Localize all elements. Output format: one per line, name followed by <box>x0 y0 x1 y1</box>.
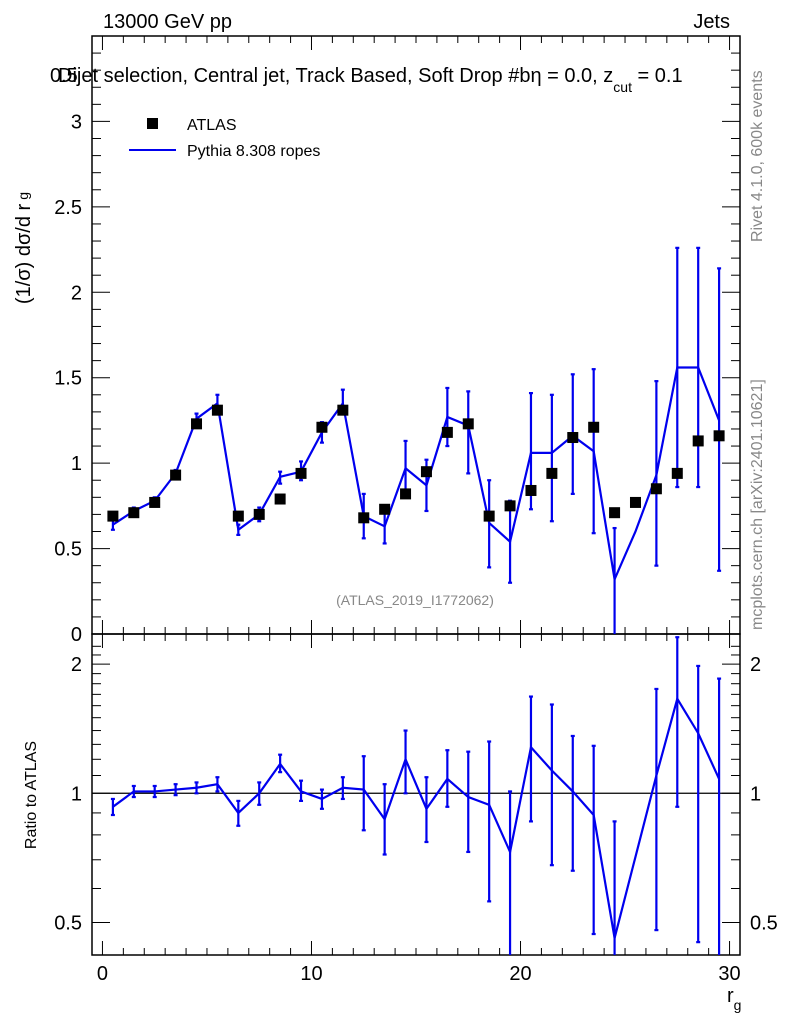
x-tick-label: 10 <box>300 963 322 985</box>
atlas-data-point <box>379 503 391 515</box>
atlas-data-point <box>420 466 432 478</box>
xlabel: rg <box>727 985 741 1013</box>
atlas-data-point <box>232 510 244 522</box>
main-y-tick-label: 3 <box>71 111 82 133</box>
main-plot-marks <box>107 246 725 634</box>
atlas-data-point <box>692 435 704 447</box>
atlas-data-point <box>107 510 119 522</box>
x-tick-label: 30 <box>718 963 740 985</box>
atlas-data-point <box>149 496 161 508</box>
ratio-y-tick-label-right: 0.5 <box>750 912 778 934</box>
ratio-y-tick-label: 1 <box>71 783 82 805</box>
mc-line <box>112 366 721 584</box>
atlas-data-point <box>525 484 537 496</box>
atlas-data-point <box>274 493 286 505</box>
atlas-data-point <box>671 467 683 479</box>
tick-labels: 0 10 20 30 0 0.5 1 1.5 2 2.5 3 0.5 0.5 1 1 2 2 <box>54 111 778 985</box>
plot-title-end: = 0.1 <box>632 65 683 87</box>
mcplots-label: mcplots.cern.ch [arXiv:2401.10621] <box>749 379 766 630</box>
ratio-y-tick-label: 0.5 <box>54 912 82 934</box>
plot-title-main: Dijet selection, Central jet, Track Base… <box>58 65 530 87</box>
main-y-tick-label: 1 <box>71 453 82 475</box>
main-y-tick-label: 2.5 <box>54 197 82 219</box>
x-tick-label: 20 <box>509 963 531 985</box>
atlas-data-point <box>713 430 725 442</box>
atlas-data-point <box>650 483 662 495</box>
plot-title-sub: cut <box>613 79 632 95</box>
main-ylabel-text: (1/σ) dσ/d r <box>13 203 35 304</box>
atlas-data-point <box>128 507 140 519</box>
atlas-data-point <box>170 469 182 481</box>
plot-title-tail: η = 0.0, z <box>530 65 613 87</box>
atlas-data-point <box>441 426 453 438</box>
legend-atlas-label: ATLAS <box>187 117 237 134</box>
rivet-label: Rivet 4.1.0, 600k events <box>749 70 766 242</box>
atlas-data-point <box>462 418 474 430</box>
main-y-tick-label: 0 <box>71 624 82 646</box>
ratio-plot-frame <box>91 633 741 956</box>
ratio-line <box>112 696 721 939</box>
ratio-y-tick-label-right: 1 <box>750 783 761 805</box>
ratio-y-tick-label: 2 <box>71 654 82 676</box>
atlas-data-point <box>191 418 203 430</box>
atlas-data-point <box>211 404 223 416</box>
plot-title: Dijet selection, Central jet, Track Base… <box>58 65 683 95</box>
main-y-tick-label: 1.5 <box>54 368 82 390</box>
atlas-data-point <box>546 467 558 479</box>
atlas-data-point <box>588 421 600 433</box>
atlas-data-point <box>567 432 579 444</box>
main-ylabel-sub: g <box>15 192 31 200</box>
main-axis-ticks <box>92 35 740 635</box>
analysis-watermark: (ATLAS_2019_I1772062) <box>336 592 494 608</box>
x-tick-label: 0 <box>97 963 108 985</box>
main-ylabel: (1/σ) dσ/d r g <box>13 192 35 304</box>
xlabel-sub: g <box>734 997 742 1013</box>
atlas-data-point <box>400 488 412 500</box>
ratio-plot-marks <box>92 636 740 955</box>
legend-mc-label: Pythia 8.308 ropes <box>187 143 320 160</box>
ratio-y-tick-label-right: 2 <box>750 654 761 676</box>
atlas-data-point <box>295 467 307 479</box>
xlabel-main: r <box>727 985 734 1007</box>
title-overprint: 0.5 <box>50 65 78 87</box>
legend: ATLAS Pythia 8.308 ropes <box>129 117 320 160</box>
atlas-data-point <box>337 404 349 416</box>
atlas-data-point <box>316 421 328 433</box>
ratio-axis-ticks <box>92 634 740 955</box>
atlas-data-point <box>609 507 621 519</box>
legend-atlas-marker <box>147 118 158 129</box>
main-y-tick-label: 2 <box>71 282 82 304</box>
atlas-data-point <box>358 512 370 524</box>
main-y-tick-label: 0.5 <box>54 539 82 561</box>
energy-label: 13000 GeV pp <box>103 11 232 33</box>
category-label: Jets <box>693 11 730 33</box>
atlas-data-point <box>629 496 641 508</box>
atlas-data-point <box>253 508 265 520</box>
atlas-data-point <box>504 500 516 512</box>
atlas-data-point <box>483 510 495 522</box>
ratio-ylabel: Ratio to ATLAS <box>23 741 40 849</box>
